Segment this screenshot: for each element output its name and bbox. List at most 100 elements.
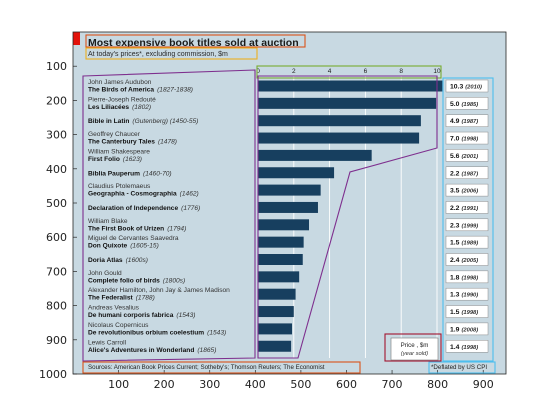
book-title-label: Biblia Pauperum (1460-70) bbox=[88, 170, 172, 177]
price-year-sold: (1998) bbox=[461, 310, 478, 316]
y-tick-label: 1000 bbox=[39, 368, 67, 381]
deflation-footnote: *Deflated by US CPI bbox=[431, 364, 487, 371]
price-box-frame bbox=[445, 114, 489, 127]
bar-15 bbox=[258, 323, 293, 335]
price-year-sold: (1998) bbox=[461, 137, 478, 143]
price-year-sold: (1991) bbox=[461, 206, 478, 212]
price-value: 1.9 bbox=[450, 326, 460, 333]
bar-5 bbox=[258, 149, 372, 161]
book-years: (1460-70) bbox=[143, 170, 172, 177]
book-years: (1543) bbox=[176, 312, 195, 319]
bar-10 bbox=[258, 236, 304, 248]
price-text: 5.6 (2001) bbox=[450, 153, 478, 160]
price-year-sold: (1989) bbox=[461, 241, 478, 247]
price-box: 4.9 (1987) bbox=[445, 114, 489, 127]
price-box-frame bbox=[445, 201, 489, 214]
price-value: 2.4 bbox=[450, 257, 460, 264]
price-box-frame bbox=[445, 340, 489, 353]
author-label: John James Audubon bbox=[88, 79, 152, 86]
y-tick-label: 900 bbox=[46, 334, 67, 347]
price-value: 10.3 bbox=[450, 84, 463, 91]
book-title-label: The Federalist (1788) bbox=[88, 295, 155, 302]
price-value: 5.0 bbox=[450, 101, 460, 108]
price-text: 2.4 (2005) bbox=[450, 257, 478, 264]
price-text: 7.0 (1998) bbox=[450, 136, 478, 143]
x-tick-label: 600 bbox=[336, 378, 357, 391]
price-box-frame bbox=[445, 235, 489, 249]
bar-3 bbox=[258, 115, 421, 127]
author-label: John Gould bbox=[88, 270, 122, 277]
book-years: (Gutenberg) (1450-55) bbox=[132, 118, 198, 125]
price-box-frame bbox=[445, 218, 489, 232]
price-text: 1.5 (1989) bbox=[450, 240, 478, 247]
bar-9 bbox=[258, 219, 310, 231]
footnote-annotation-box bbox=[428, 361, 496, 374]
book-title-label: Don Quixote (1605-15) bbox=[88, 243, 159, 250]
price-legend-label: Price , $m bbox=[401, 342, 429, 349]
price-box: 1.9 (2008) bbox=[445, 322, 489, 336]
price-value: 1.8 bbox=[450, 274, 460, 281]
book-years: (1776) bbox=[181, 205, 200, 212]
price-box: 1.4 (1998) bbox=[445, 340, 489, 353]
book-title: The First Book of Urizen bbox=[88, 225, 164, 232]
book-title: Don Quixote bbox=[88, 243, 128, 250]
bar-13 bbox=[258, 288, 296, 300]
price-box-frame bbox=[445, 166, 489, 179]
price-box-frame bbox=[445, 183, 489, 197]
y-tick-label: 400 bbox=[46, 163, 67, 176]
price-year-sold: (1999) bbox=[461, 223, 478, 229]
title-annotation-box bbox=[85, 34, 306, 48]
price-value: 5.6 bbox=[450, 153, 460, 160]
price-legend-box bbox=[390, 337, 439, 361]
y-tick-label: 700 bbox=[46, 265, 67, 278]
price-box-frame bbox=[445, 305, 489, 318]
bar-2 bbox=[258, 97, 437, 109]
author-label: Andreas Vesalius bbox=[88, 305, 140, 312]
price-box: 5.6 (2001) bbox=[445, 149, 489, 162]
book-years: (1600s) bbox=[126, 257, 148, 264]
book-title-label: Les Liliacées (1802) bbox=[88, 104, 151, 111]
price-text: 1.8 (1998) bbox=[450, 274, 478, 281]
x-tick-label: 900 bbox=[473, 378, 494, 391]
price-box: 1.5 (1998) bbox=[445, 305, 489, 318]
book-title: The Canterbury Tales bbox=[88, 139, 155, 146]
book-title-label: Geographia - Cosmographia (1462) bbox=[88, 191, 199, 198]
price-value: 1.4 bbox=[450, 344, 460, 351]
price-box: 2.4 (2005) bbox=[445, 253, 489, 266]
price-box: 1.3 (1990) bbox=[445, 287, 489, 301]
book-title-label: The First Book of Urizen (1794) bbox=[88, 225, 186, 232]
book-years: (1794) bbox=[167, 225, 186, 232]
book-years: (1800s) bbox=[163, 277, 185, 284]
bar-4 bbox=[258, 132, 420, 144]
price-year-sold: (2006) bbox=[461, 189, 478, 195]
price-text: 2.3 (1999) bbox=[450, 222, 478, 229]
price-value: 1.5 bbox=[450, 240, 460, 247]
price-box: 10.3 (2010) bbox=[445, 79, 489, 93]
author-label: Geoffrey Chaucer bbox=[88, 131, 141, 138]
price-legend-year: (year sold) bbox=[401, 351, 428, 357]
source-annotation-box bbox=[82, 361, 361, 374]
price-year-sold: (2010) bbox=[465, 85, 482, 91]
price-year-sold: (1990) bbox=[461, 293, 478, 299]
book-title: The Federalist bbox=[88, 295, 134, 302]
book-title-label: De humani corporis fabrica (1543) bbox=[88, 312, 195, 319]
book-title: Complete folio of birds bbox=[88, 277, 160, 284]
bar-8 bbox=[258, 201, 318, 213]
price-box: 2.2 (1987) bbox=[445, 166, 489, 179]
book-title: The Birds of America bbox=[88, 87, 154, 94]
book-title-label: The Birds of America (1827-1838) bbox=[88, 87, 193, 94]
chart-subtitle: At today's prices*, excluding commission… bbox=[88, 51, 228, 58]
book-years: (1623) bbox=[123, 156, 142, 163]
price-text: 3.5 (2006) bbox=[450, 188, 478, 195]
book-years: (1478) bbox=[158, 139, 177, 146]
bar-axis-tick-label: 0 bbox=[256, 68, 260, 75]
price-text: 4.9 (1987) bbox=[450, 118, 478, 125]
x-tick-label: 800 bbox=[427, 378, 448, 391]
source-note: Sources: American Book Prices Current; S… bbox=[88, 364, 325, 371]
x-tick-label: 700 bbox=[382, 378, 403, 391]
bars-annotation-outline bbox=[257, 75, 438, 359]
author-label: William Shakespeare bbox=[88, 148, 150, 155]
price-box-frame bbox=[445, 322, 489, 336]
